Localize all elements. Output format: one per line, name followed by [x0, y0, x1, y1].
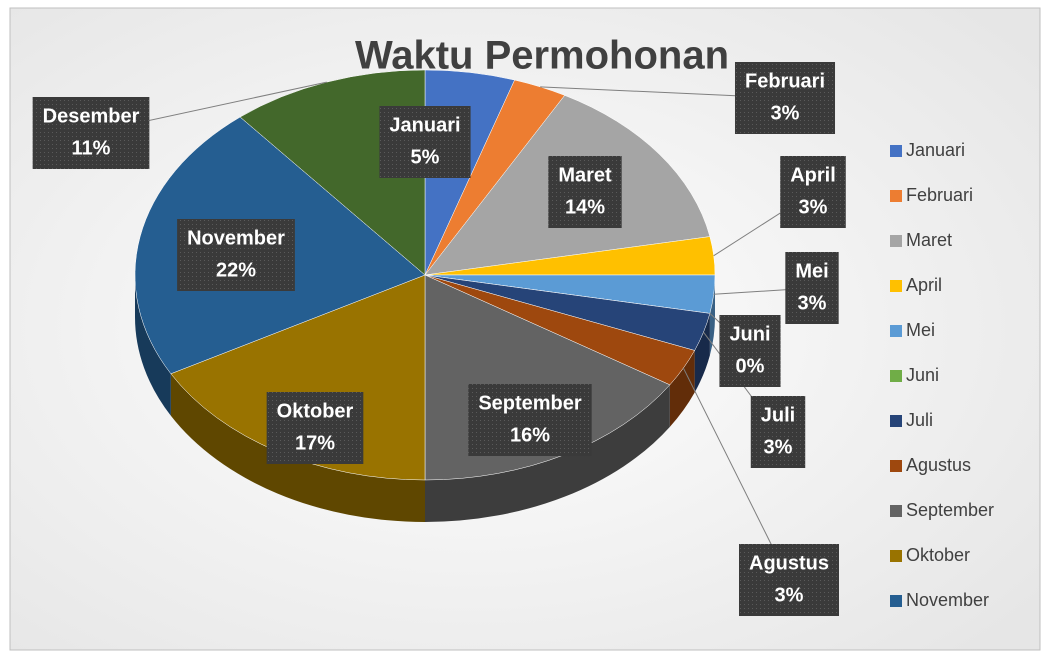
legend-label: Juni: [906, 365, 939, 385]
data-label-box: [266, 392, 364, 464]
pie-slice: [239, 69, 426, 276]
legend-swatch: [890, 280, 902, 292]
pie-side: [170, 373, 425, 522]
pie-side: [135, 275, 171, 416]
data-label-box: [739, 544, 839, 616]
data-label-value: 3%: [775, 584, 804, 606]
data-label-box: [468, 384, 592, 456]
data-label-name: Desember: [43, 105, 140, 127]
legend-swatch: [890, 460, 902, 472]
legend-label: Januari: [906, 140, 965, 160]
pie-side: [425, 384, 670, 522]
legend-label: Maret: [906, 230, 952, 250]
data-label-value: 0%: [736, 355, 765, 377]
legend-swatch: [890, 415, 902, 427]
data-label-value: 3%: [764, 436, 793, 458]
legend-label: September: [906, 500, 994, 520]
data-label-name: Juni: [729, 323, 770, 345]
data-label-value: 3%: [798, 292, 827, 314]
data-label-name: Januari: [389, 114, 460, 136]
legend-label: April: [906, 275, 942, 295]
data-label-value: 11%: [72, 137, 111, 159]
legend-label: Oktober: [906, 545, 970, 565]
data-label-name: Oktober: [277, 400, 354, 422]
data-label-box: [379, 106, 471, 178]
data-label-box: [785, 252, 839, 324]
legend-swatch: [890, 370, 902, 382]
data-label-box: [32, 97, 150, 169]
data-label-name: November: [187, 227, 285, 249]
data-label-box: [780, 156, 846, 228]
data-label-value: 3%: [799, 196, 828, 218]
data-label-name: Maret: [558, 164, 612, 186]
data-label-box: [734, 62, 836, 134]
data-label-value: 17%: [295, 432, 335, 454]
pie-side: [669, 350, 695, 427]
data-label-box: [177, 219, 295, 291]
data-label-name: Februari: [745, 70, 825, 92]
data-label-value: 5%: [411, 146, 440, 168]
legend-swatch: [890, 550, 902, 562]
data-label-box: [750, 396, 806, 468]
data-label-box: [548, 156, 622, 228]
data-label-value: 3%: [771, 102, 800, 124]
data-label-value: 22%: [216, 259, 256, 281]
data-label-name: Mei: [795, 260, 828, 282]
data-label-name: September: [478, 392, 582, 414]
data-label-box: [719, 315, 781, 387]
legend-label: Mei: [906, 320, 935, 340]
legend-swatch: [890, 325, 902, 337]
data-label-name: April: [790, 164, 836, 186]
legend-label: Agustus: [906, 455, 971, 475]
legend-swatch: [890, 145, 902, 157]
legend-swatch: [890, 505, 902, 517]
legend-swatch: [890, 235, 902, 247]
pie-side: [694, 313, 710, 393]
legend-swatch: [890, 595, 902, 607]
data-label-name: Juli: [761, 404, 795, 426]
legend-label: November: [906, 590, 989, 610]
legend-label: Juli: [906, 410, 933, 430]
data-label-name: Agustus: [749, 552, 829, 574]
data-label-value: 14%: [565, 196, 605, 218]
data-label-value: 16%: [510, 424, 550, 446]
legend-label: Februari: [906, 185, 973, 205]
legend-swatch: [890, 190, 902, 202]
